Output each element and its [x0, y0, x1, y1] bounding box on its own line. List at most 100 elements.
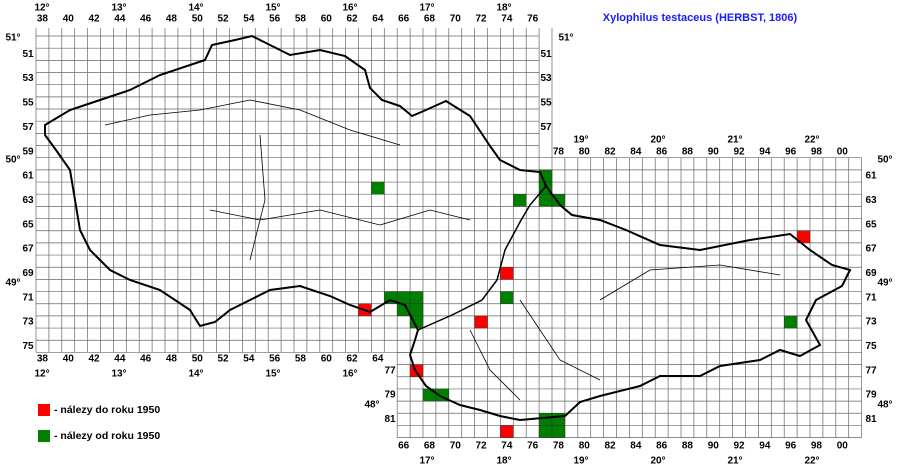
col-label: 66 — [398, 14, 410, 25]
inner-border — [417, 185, 547, 331]
col-label: 94 — [759, 441, 771, 452]
row-label: 67 — [865, 244, 877, 255]
longitude-label: 22° — [804, 456, 819, 467]
row-label: 81 — [865, 414, 877, 425]
col-label: 70 — [450, 441, 462, 452]
col-label: 40 — [63, 354, 75, 365]
row-label: 75 — [865, 341, 877, 352]
legend-label: - nálezy do roku 1950 — [54, 404, 160, 416]
title: Xylophilus testaceus (HERBST, 1806) — [603, 12, 798, 24]
col-label: 86 — [656, 147, 668, 158]
record-cell — [783, 315, 798, 329]
longitude-label: 20° — [650, 135, 665, 146]
country-border — [44, 34, 852, 422]
row-label: 69 — [865, 268, 877, 279]
col-label: 82 — [604, 147, 616, 158]
record-cell — [513, 193, 527, 207]
longitude-label: 18° — [496, 3, 511, 14]
col-label: 90 — [708, 147, 720, 158]
longitude-label: 19° — [573, 456, 588, 467]
col-label: 64 — [372, 354, 384, 365]
latitude-label: 51° — [558, 33, 573, 44]
longitude-label: 15° — [265, 3, 280, 14]
row-label: 67 — [22, 244, 34, 255]
col-label: 62 — [346, 354, 358, 365]
col-label: 62 — [346, 14, 358, 25]
row-label: 71 — [22, 292, 34, 303]
col-label: 82 — [604, 441, 616, 452]
row-label: 77 — [384, 365, 396, 376]
row-label: 53 — [22, 73, 34, 84]
row-label: 53 — [540, 73, 552, 84]
col-label: 38 — [37, 354, 49, 365]
record-cell — [538, 425, 553, 438]
col-label: 42 — [88, 14, 100, 25]
record-cell — [551, 413, 566, 426]
col-label: 48 — [166, 14, 178, 25]
col-label: 00 — [837, 441, 849, 452]
col-label: 98 — [811, 147, 823, 158]
longitude-label: 21° — [727, 456, 742, 467]
borders — [44, 34, 852, 422]
labels: 38 40 42 44 46 48 50 52 54 56 58 60 62 64 66 68 70 72 74 76… — [5, 3, 892, 467]
col-label: 96 — [785, 147, 797, 158]
row-label: 51 — [22, 49, 34, 60]
longitude-label: 17° — [419, 456, 434, 467]
longitude-label: 17° — [419, 3, 434, 14]
row-label: 51 — [540, 49, 552, 60]
col-label: 54 — [243, 354, 255, 365]
col-label: 94 — [759, 147, 771, 158]
col-label: 52 — [217, 354, 229, 365]
row-label: 69 — [22, 268, 34, 279]
row-label: 79 — [865, 390, 877, 401]
longitude-label: 13° — [111, 3, 126, 14]
col-label: 00 — [837, 147, 849, 158]
col-label: 54 — [243, 14, 255, 25]
longitude-label: 14° — [188, 3, 203, 14]
col-label: 88 — [682, 147, 694, 158]
legend-swatch — [38, 404, 50, 416]
col-label: 76 — [527, 441, 539, 452]
col-label: 50 — [192, 354, 204, 365]
record-cell — [409, 303, 424, 317]
col-label: 58 — [295, 14, 307, 25]
col-label: 58 — [295, 354, 307, 365]
latitude-label: 50° — [877, 155, 892, 166]
col-label: 68 — [424, 14, 436, 25]
col-label: 80 — [579, 147, 591, 158]
col-label: 88 — [682, 441, 694, 452]
record-cell — [500, 425, 514, 438]
longitude-label: 22° — [804, 135, 819, 146]
col-label: 44 — [114, 14, 126, 25]
col-label: 90 — [708, 441, 720, 452]
record-cell — [474, 315, 488, 329]
row-label: 61 — [22, 171, 34, 182]
col-label: 68 — [424, 441, 436, 452]
row-label: 65 — [22, 219, 34, 230]
row-label: 57 — [22, 122, 34, 133]
longitude-label: 18° — [496, 456, 511, 467]
row-label: 63 — [22, 195, 34, 206]
record-cell — [538, 413, 553, 426]
col-label: 46 — [140, 354, 152, 365]
longitude-label: 16° — [342, 3, 357, 14]
col-label: 46 — [140, 14, 152, 25]
col-label: 98 — [811, 441, 823, 452]
col-label: 52 — [217, 14, 229, 25]
col-label: 56 — [269, 354, 281, 365]
row-label: 77 — [865, 365, 877, 376]
row-label: 71 — [865, 292, 877, 303]
longitude-label: 15° — [265, 369, 280, 380]
col-label: 72 — [475, 14, 487, 25]
col-label: 60 — [321, 14, 333, 25]
col-label: 84 — [630, 441, 642, 452]
longitude-label: 12° — [34, 369, 49, 380]
col-label: 70 — [450, 14, 462, 25]
latitude-label: 48° — [877, 400, 892, 411]
col-label: 40 — [63, 14, 75, 25]
col-label: 60 — [321, 354, 333, 365]
col-label: 78 — [553, 441, 565, 452]
col-label: 76 — [527, 14, 539, 25]
row-label: 75 — [22, 341, 34, 352]
